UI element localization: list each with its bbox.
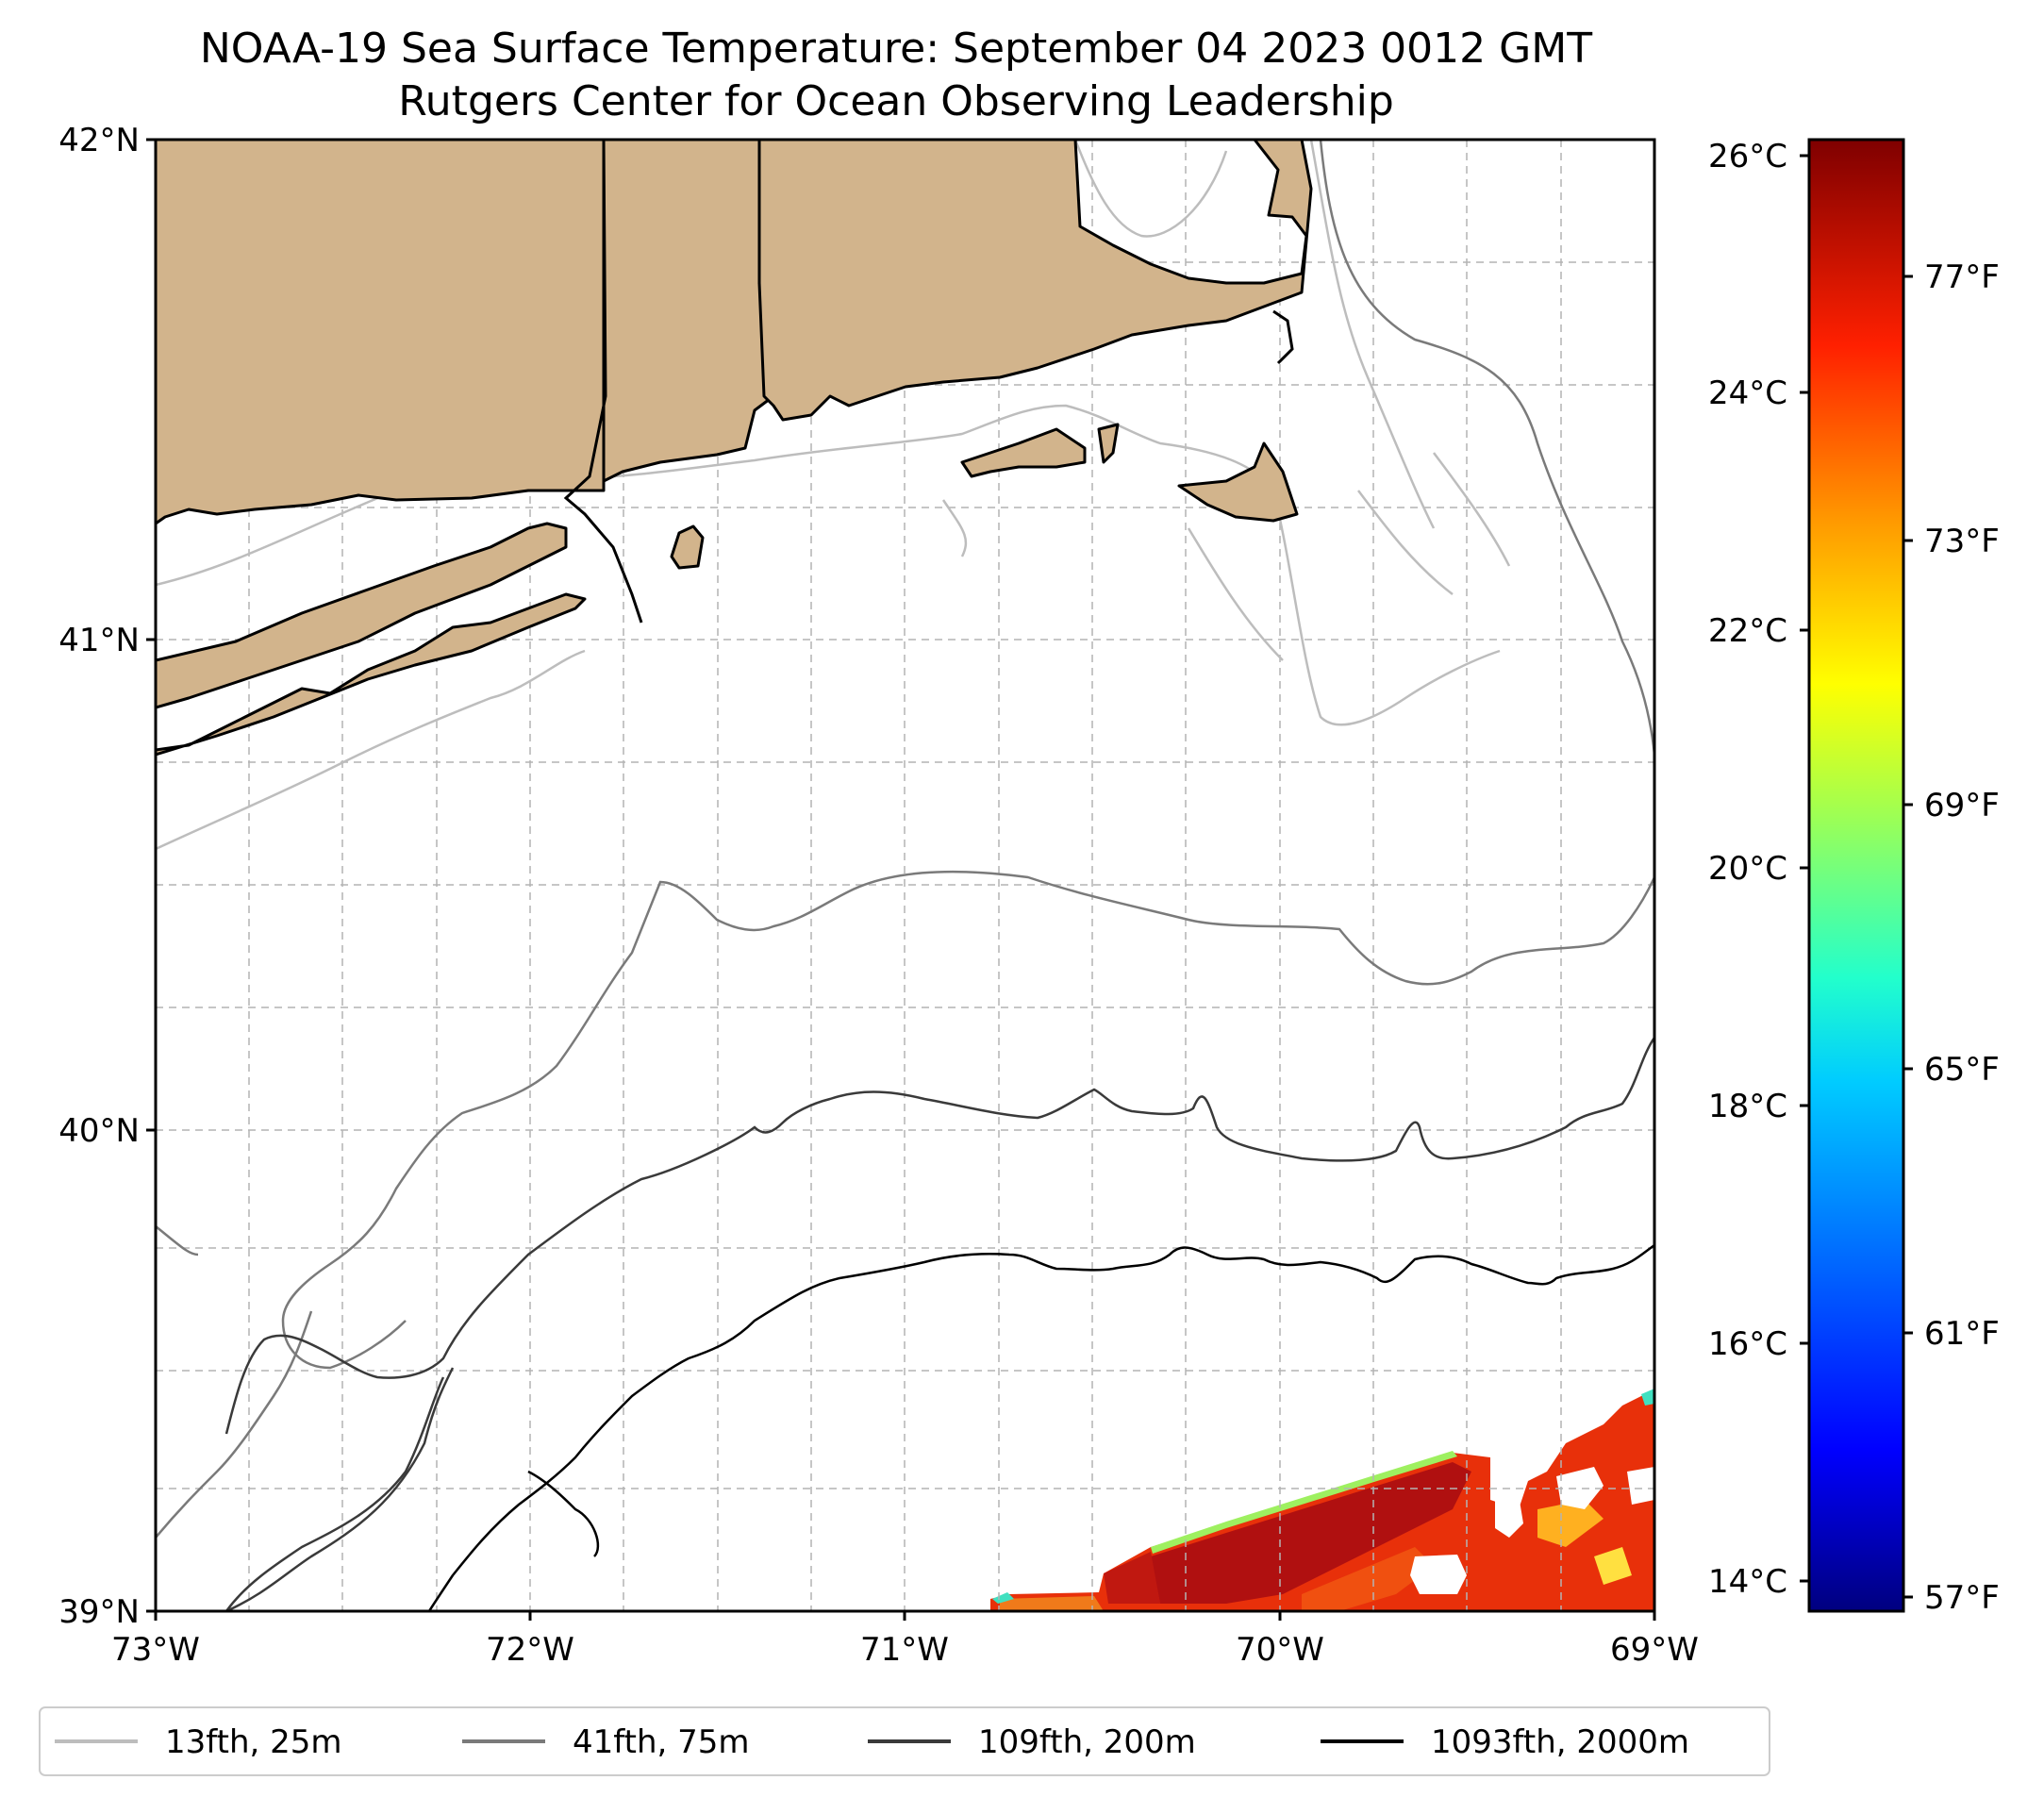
- colorbar-gradient: [1807, 138, 1905, 1613]
- isobath-200m: [224, 1037, 1654, 1611]
- celsius-tick-label: 20°C: [1708, 850, 1787, 888]
- lon-tick-label: 73°W: [111, 1631, 200, 1669]
- legend-label: 41fth, 75m: [573, 1723, 750, 1761]
- lon-tick-label: 70°W: [1236, 1631, 1324, 1669]
- lon-tick-label: 72°W: [486, 1631, 574, 1669]
- fahrenheit-tick-label: 69°F: [1924, 787, 2000, 824]
- isobath-75m: [156, 140, 1654, 1539]
- celsius-tick-label: 14°C: [1708, 1563, 1787, 1601]
- colorbar-fahrenheit-ticks: 77°F 73°F 69°F 65°F 61°F 57°F: [1903, 258, 2000, 1617]
- legend-item: 13fth, 25m: [55, 1723, 342, 1761]
- block-island: [670, 524, 705, 570]
- long-island: [156, 592, 587, 757]
- celsius-tick-label: 18°C: [1708, 1088, 1787, 1125]
- sst-data-region: [990, 1389, 1654, 1611]
- elizabeth-islands: [1097, 423, 1120, 464]
- legend: 13fth, 25m 41fth, 75m 109fth, 200m 1093f…: [39, 1706, 1770, 1776]
- celsius-tick-label: 26°C: [1708, 138, 1787, 175]
- lon-ticks: 73°W 72°W 71°W 70°W 69°W: [111, 1611, 1699, 1669]
- lat-tick-label: 40°N: [58, 1112, 140, 1150]
- legend-item: 41fth, 75m: [462, 1723, 750, 1761]
- celsius-tick-label: 16°C: [1708, 1325, 1787, 1363]
- lon-tick-label: 71°W: [860, 1631, 949, 1669]
- legend-label: 109fth, 200m: [978, 1723, 1196, 1761]
- marthas-vineyard: [960, 427, 1087, 478]
- long-island-south-fork: [156, 522, 568, 709]
- lat-tick-label: 41°N: [58, 622, 140, 659]
- colorbar-celsius-ticks: 26°C 24°C 22°C 20°C 18°C 16°C 14°C: [1708, 138, 1809, 1601]
- lat-ticks: 42°N 41°N 40°N 39°N: [58, 122, 156, 1631]
- map-panel: [156, 140, 1654, 1611]
- legend-label: 13fth, 25m: [165, 1723, 342, 1761]
- massachusetts-cape-cod: [757, 140, 1313, 422]
- title-line-2: Rutgers Center for Ocean Observing Leade…: [398, 77, 1394, 125]
- fahrenheit-tick-label: 57°F: [1924, 1579, 2000, 1617]
- connecticut-rhode-island-coast: [156, 140, 606, 525]
- fahrenheit-tick-label: 65°F: [1924, 1051, 2000, 1089]
- legend-item: 1093fth, 2000m: [1321, 1723, 1689, 1761]
- legend-label: 1093fth, 2000m: [1431, 1723, 1689, 1761]
- fahrenheit-tick-label: 77°F: [1924, 258, 2000, 296]
- lat-tick-label: 39°N: [58, 1593, 140, 1631]
- fahrenheit-tick-label: 73°F: [1924, 523, 2000, 560]
- lat-tick-label: 42°N: [58, 122, 140, 159]
- celsius-tick-label: 22°C: [1708, 612, 1787, 650]
- nantucket: [1177, 441, 1299, 523]
- land-masses: [156, 140, 1313, 757]
- colorbar: 26°C 24°C 22°C 20°C 18°C 16°C 14°C 77°F …: [1708, 138, 2000, 1617]
- state-border: [563, 140, 643, 624]
- isobath-2000m: [427, 1243, 1654, 1611]
- fahrenheit-tick-label: 61°F: [1924, 1315, 2000, 1353]
- lon-tick-label: 69°W: [1610, 1631, 1699, 1669]
- title-line-1: NOAA-19 Sea Surface Temperature: Septemb…: [200, 25, 1592, 73]
- celsius-tick-label: 24°C: [1708, 374, 1787, 412]
- legend-item: 109fth, 200m: [868, 1723, 1196, 1761]
- cape-cod-shoal: [1272, 309, 1294, 365]
